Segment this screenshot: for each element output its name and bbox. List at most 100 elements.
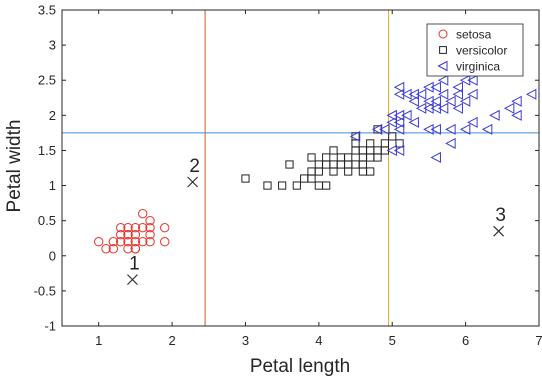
x-tick-label: 5 [389,333,396,348]
virginica-point [511,109,522,121]
setosa-point [116,222,126,233]
virginica-point [430,95,441,107]
reference-lines [62,10,539,326]
virginica-point [467,116,478,128]
virginica-point [386,116,397,128]
setosa-point [145,230,155,240]
versicolor-point [263,181,272,190]
versicolor-point [307,153,316,162]
virginica-point [349,130,361,142]
virginica-point [386,144,397,156]
x-axis-label: Petal length [250,356,350,377]
virginica-point [371,123,383,135]
virginica-point [393,144,405,156]
setosa-point [145,222,155,233]
virginica-point [452,102,463,114]
virginica-point [415,102,427,114]
centroid-marker [187,176,199,188]
setosa-point [145,237,155,247]
legend-label: setosa [456,28,492,42]
virginica-point [430,123,441,135]
y-tick-label: 2 [49,108,56,123]
versicolor-point [380,139,389,148]
virginica-point [393,109,405,121]
setosa-point [108,244,119,254]
setosa-point [123,222,133,233]
virginica-point [393,88,405,100]
y-tick-label: 2.5 [38,73,56,88]
virginica-point [386,109,397,121]
virginica-point [401,88,412,100]
virginica-point [423,81,434,93]
y-tick-label: 1.5 [38,143,56,158]
virginica-point [379,123,390,135]
setosa-point [93,237,104,247]
versicolor-point [322,153,331,162]
virginica-point [445,95,456,107]
setosa-point [138,237,148,247]
virginica-point [437,88,449,100]
versicolor-point [285,160,294,169]
setosa-point [123,230,133,240]
setosa-point [138,222,148,233]
series-virginica [349,74,537,163]
y-axis-label: Petal width [4,120,25,213]
versicolor-point [241,174,250,183]
virginica-point [408,95,419,107]
virginica-point [393,123,405,135]
versicolor-point [292,181,301,190]
x-tick-label: 7 [535,333,542,348]
virginica-point [452,88,463,100]
series-setosa [93,208,170,254]
virginica-point [525,88,537,100]
y-tick-label: 1 [49,178,56,193]
setosa-point [101,244,111,254]
legend-label: versicolor [456,44,507,58]
versicolor-point [351,139,360,148]
setosa-point [160,222,170,233]
virginica-point [401,109,412,121]
axis-ticks: 1 2 3 4 5 6 7 -1 -0.5 0 0.5 1 1.5 2 2.5 3 3.5 [34,3,542,349]
virginica-point [511,95,522,107]
virginica-point [393,116,405,128]
setosa-point [130,222,141,233]
centroid-marker [493,225,505,237]
virginica-point [459,74,471,86]
centroid-label: 1 [129,254,140,275]
y-tick-label: 3.5 [38,3,56,18]
x-tick-label: 2 [168,333,175,348]
virginica-point [445,123,456,135]
virginica-point [437,102,449,114]
legend-box [426,23,524,77]
y-tick-label: 0.5 [38,213,56,228]
virginica-point [423,95,434,107]
versicolor-point [395,139,404,148]
versicolor-point [278,181,287,190]
virginica-point [415,88,427,100]
data-points [93,74,537,254]
y-tick-label: -1 [44,319,56,334]
setosa-point [138,208,148,219]
x-tick-label: 3 [242,333,249,348]
virginica-point [423,102,434,114]
setosa-point [116,237,126,247]
legend-label: virginica [456,60,500,74]
virginica-point [503,102,515,114]
legend: setosa versicolor virginica [426,23,524,77]
plot-area-frame [61,9,540,327]
setosa-point [116,230,126,240]
x-tick-label: 6 [462,333,469,348]
virginica-point [408,116,419,128]
setosa-point [145,215,155,226]
virginica-point [393,81,405,93]
legend-marker-versicolor [439,46,447,54]
virginica-point [459,123,471,135]
virginica-point [437,74,449,86]
virginica-point [423,123,434,135]
virginica-point [467,74,478,86]
virginica-point [481,123,493,135]
virginica-point [452,81,463,93]
virginica-point [459,95,471,107]
virginica-point [408,88,419,100]
